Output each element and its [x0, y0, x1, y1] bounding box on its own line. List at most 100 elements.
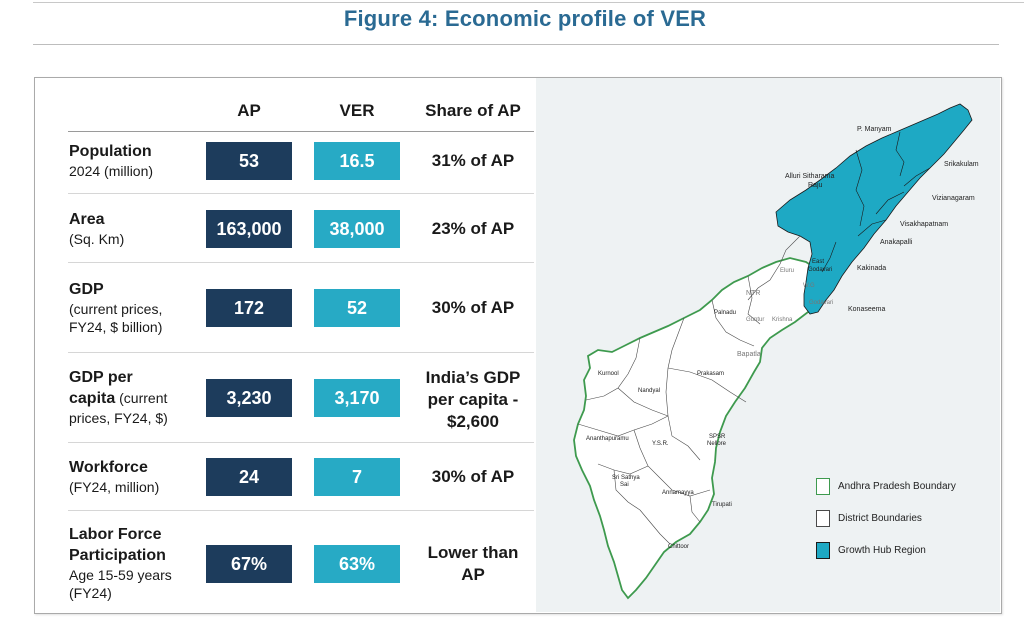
title-rule	[33, 44, 999, 45]
map-label: Visakhapatnam	[900, 221, 948, 228]
row-workforce-label: Workforce (FY24, million)	[69, 457, 159, 496]
legend-label: Andhra Pradesh Boundary	[838, 481, 956, 492]
header-rule	[68, 131, 534, 132]
share-line: AP	[461, 565, 485, 584]
header-share: Share of AP	[425, 101, 521, 120]
map-label: Palnadu	[714, 310, 736, 316]
header-ap: AP	[237, 101, 261, 120]
row-label-sub: (current	[115, 390, 168, 406]
map-label: Annamayya	[662, 490, 694, 496]
population-share: 31% of AP	[431, 151, 515, 170]
map-labels: P. Manyam Srikakulam Alluri Sitharama Ra…	[586, 126, 979, 550]
share-line: Lower than	[427, 543, 519, 562]
map-label: Nellore	[707, 441, 727, 447]
area-ap-value: 163,000	[206, 210, 292, 248]
legend-item-ap-boundary: Andhra Pradesh Boundary	[816, 478, 956, 495]
lfp-share: Lower than AP	[410, 542, 536, 586]
workforce-ap-value: 24	[206, 458, 292, 496]
map-label: Vizianagaram	[932, 195, 975, 202]
gdp-per-capita-ap-value: 3,230	[206, 379, 292, 417]
row-label-bold: Population	[69, 143, 152, 160]
map-label: SPSR	[709, 434, 726, 440]
district-lines	[577, 235, 801, 545]
gdp-per-capita-share: India’s GDP per capita - $2,600	[410, 367, 536, 433]
row-gdp-label: GDP (current prices, FY24, $ billion)	[69, 279, 162, 336]
row-divider	[68, 193, 534, 194]
green-outline-square-icon	[816, 478, 830, 495]
row-divider	[68, 442, 534, 443]
row-label-sub: FY24, $ billion)	[69, 319, 163, 335]
figure-title: Figure 4: Economic profile of VER	[343, 6, 707, 31]
workforce-share: 30% of AP	[431, 467, 515, 486]
row-label-bold: GDP	[69, 281, 104, 298]
map-label: P. Manyam	[857, 126, 892, 133]
legend-item-growth-hub: Growth Hub Region	[816, 542, 926, 559]
row-lfp-label: Labor Force Participation Age 15-59 year…	[69, 524, 172, 602]
map-label: Krishna	[772, 317, 793, 323]
row-label-sub: (FY24)	[69, 585, 112, 601]
lfp-ver-value: 63%	[314, 545, 400, 583]
gdp-per-capita-ver-value: 3,170	[314, 379, 400, 417]
header-ver: VER	[339, 101, 375, 120]
map-label: East	[812, 259, 824, 265]
growth-hub-region	[775, 103, 973, 315]
map-label: Kurnool	[598, 371, 619, 377]
map-label: Tirupati	[712, 502, 732, 508]
row-area-label: Area (Sq. Km)	[69, 209, 124, 248]
gdp-ver-value: 52	[314, 289, 400, 327]
row-label-sub: Age 15-59 years	[69, 567, 172, 583]
map-label: Konaseema	[848, 306, 885, 313]
map-label: Godavari	[808, 267, 832, 273]
map-label: Kakinada	[857, 265, 886, 272]
map-label: Sri Sathya	[612, 475, 640, 481]
lfp-ap-value: 67%	[206, 545, 292, 583]
ap-boundary-outline	[573, 257, 827, 600]
hub-district-lines	[821, 131, 931, 273]
row-label-bold: Workforce	[69, 459, 148, 476]
row-divider	[68, 352, 534, 353]
legend-label: District Boundaries	[838, 513, 922, 524]
gdp-ap-value: 172	[206, 289, 292, 327]
row-label-sub: prices, FY24, $)	[69, 410, 168, 426]
row-label-bold: GDP per	[69, 369, 133, 386]
row-label-sub: (FY24, million)	[69, 479, 160, 495]
area-ver-value: 38,000	[314, 210, 400, 248]
row-divider	[68, 510, 534, 511]
map-label: Chittoor	[668, 544, 689, 550]
share-line: per capita -	[427, 390, 519, 409]
row-label-bold: capita	[69, 390, 116, 407]
map-label: Eluru	[780, 268, 794, 274]
map-label: Guntur	[746, 317, 764, 323]
map-label: Ananthapuramu	[586, 436, 629, 442]
map-label: Y.S.R.	[652, 441, 669, 447]
area-share: 23% of AP	[431, 219, 515, 238]
map-label: NTR	[746, 290, 760, 297]
map-label: Sai	[620, 482, 629, 488]
row-population-label: Population 2024 (million)	[69, 141, 153, 180]
row-label-sub: (current prices,	[69, 301, 163, 317]
map-label: Raju	[808, 182, 823, 189]
map-label: W.G	[803, 283, 815, 289]
legend-label: Growth Hub Region	[838, 545, 926, 556]
row-label-bold: Labor Force	[69, 526, 162, 543]
population-ap-value: 53	[206, 142, 292, 180]
share-line: $2,600	[447, 412, 499, 431]
map-label: Godavari	[809, 300, 833, 306]
legend-item-district: District Boundaries	[816, 510, 922, 527]
row-label-bold: Participation	[69, 547, 166, 564]
row-label-sub: 2024 (million)	[69, 163, 154, 179]
workforce-ver-value: 7	[314, 458, 400, 496]
map-label: Anakapalli	[880, 239, 913, 246]
map-label: Srikakulam	[944, 161, 979, 168]
row-gdp-per-capita-label: GDP per capita (current prices, FY24, $)	[69, 367, 168, 427]
top-rule	[33, 2, 1024, 3]
row-label-bold: Area	[69, 211, 105, 228]
population-ver-value: 16.5	[314, 142, 400, 180]
map-label: Bapatla	[737, 351, 761, 358]
map-label: Nandyal	[638, 388, 660, 394]
share-line: India’s GDP	[425, 368, 521, 387]
black-outline-square-icon	[816, 510, 830, 527]
teal-filled-square-icon	[816, 542, 830, 559]
gdp-share: 30% of AP	[431, 298, 515, 317]
